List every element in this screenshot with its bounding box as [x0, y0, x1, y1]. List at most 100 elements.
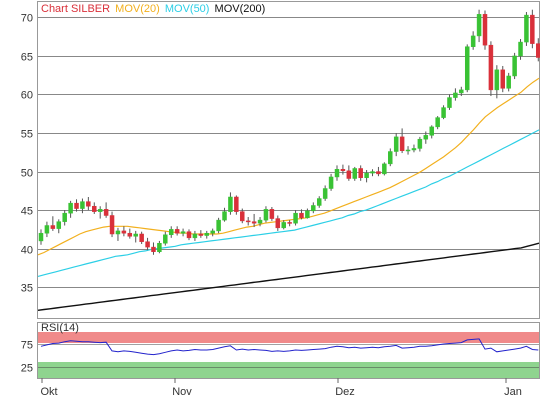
candle-body	[163, 234, 168, 244]
candle-body	[470, 35, 476, 47]
candle	[186, 229, 192, 241]
candle-body	[316, 198, 322, 206]
y-tick-label-45: 45	[21, 206, 33, 218]
legend-chart-name: Chart SILBER	[41, 3, 110, 15]
candle-body	[447, 97, 452, 108]
candle	[423, 131, 429, 144]
candle-body	[352, 168, 358, 179]
candle	[86, 196, 91, 211]
rsi-series-line	[40, 338, 539, 356]
candle	[524, 12, 529, 46]
candle-body	[115, 230, 121, 235]
candle	[399, 128, 405, 154]
rsi-y-axis: 25 75	[21, 340, 33, 375]
candle-body	[275, 218, 281, 229]
x-tick-label-nov: Nov	[172, 386, 192, 398]
candle	[240, 208, 245, 224]
candle-body	[139, 233, 144, 242]
candle	[459, 86, 464, 97]
candle	[441, 105, 446, 120]
candle	[388, 148, 393, 167]
candle-body	[287, 222, 292, 224]
mov200-line	[37, 242, 540, 311]
candle-body	[198, 233, 204, 236]
candle-body	[192, 233, 198, 239]
candle	[216, 217, 221, 234]
candle-body	[299, 212, 304, 219]
candle-body	[133, 233, 138, 237]
candle-body	[269, 209, 275, 219]
candle	[405, 146, 411, 155]
candle-body	[328, 176, 334, 189]
candle	[56, 219, 62, 234]
candle	[322, 185, 328, 201]
candle-body	[322, 188, 328, 199]
candle-body	[311, 205, 316, 212]
candle-body	[157, 242, 162, 252]
candle-body	[68, 202, 73, 214]
candle-body	[435, 117, 440, 128]
y-tick-label-60: 60	[21, 90, 33, 102]
candle-body	[506, 75, 511, 89]
candle	[62, 210, 67, 226]
legend-mov50: MOV(50)	[165, 3, 210, 15]
candle-body	[204, 232, 210, 236]
candle	[470, 31, 476, 50]
y-tick-label-35: 35	[21, 283, 33, 295]
rsi-oversold-band	[38, 362, 539, 378]
chart-legend: Chart SILBER MOV(20) MOV(50) MOV(200)	[41, 3, 265, 15]
candle-body	[340, 168, 346, 172]
candle-body	[536, 43, 540, 58]
price-y-axis: 35 40 45 50 55 60 65 70	[21, 13, 33, 295]
candle	[245, 217, 251, 226]
y-tick-label-65: 65	[21, 52, 33, 64]
candle	[92, 202, 97, 214]
candle	[512, 52, 517, 80]
candle	[192, 230, 198, 241]
candle-body	[127, 232, 133, 237]
legend-mov200: MOV(200)	[215, 3, 266, 15]
candle	[316, 196, 322, 208]
candle-body	[441, 107, 446, 118]
candle-body	[234, 196, 239, 212]
candle	[453, 88, 458, 101]
candle-body	[364, 172, 369, 178]
candle-body	[405, 149, 411, 152]
candle	[293, 210, 298, 226]
candle-body	[103, 209, 109, 216]
rsi-tick-label-75: 75	[21, 340, 33, 352]
candle	[305, 208, 310, 219]
price-panel-frame	[37, 1, 540, 319]
candle-body	[399, 136, 405, 152]
candle	[494, 65, 500, 99]
candle	[139, 231, 144, 245]
candle	[234, 195, 239, 215]
candle	[358, 165, 363, 181]
mov20-line	[37, 77, 540, 256]
candle	[44, 221, 50, 238]
candle-body	[74, 202, 79, 209]
candle-body	[257, 219, 263, 224]
candle	[506, 72, 511, 92]
candle-body	[388, 151, 393, 165]
candle-body	[92, 205, 97, 212]
candle	[151, 242, 156, 255]
candle	[435, 116, 440, 130]
y-tick-label-55: 55	[21, 129, 33, 141]
candle-body	[417, 138, 423, 149]
candle-body	[423, 135, 429, 140]
candle-body	[453, 92, 458, 98]
candle	[127, 228, 133, 239]
candle	[74, 199, 79, 212]
candle	[222, 207, 227, 222]
candle	[530, 9, 535, 49]
candle-body	[524, 14, 529, 43]
candle-body	[62, 212, 67, 222]
rsi-tick-label-25: 25	[21, 363, 33, 375]
candle	[429, 125, 434, 139]
candle	[109, 211, 115, 238]
candle-body	[376, 171, 381, 175]
candle	[411, 144, 417, 153]
candle	[346, 165, 352, 181]
y-tick-label-70: 70	[21, 13, 33, 25]
